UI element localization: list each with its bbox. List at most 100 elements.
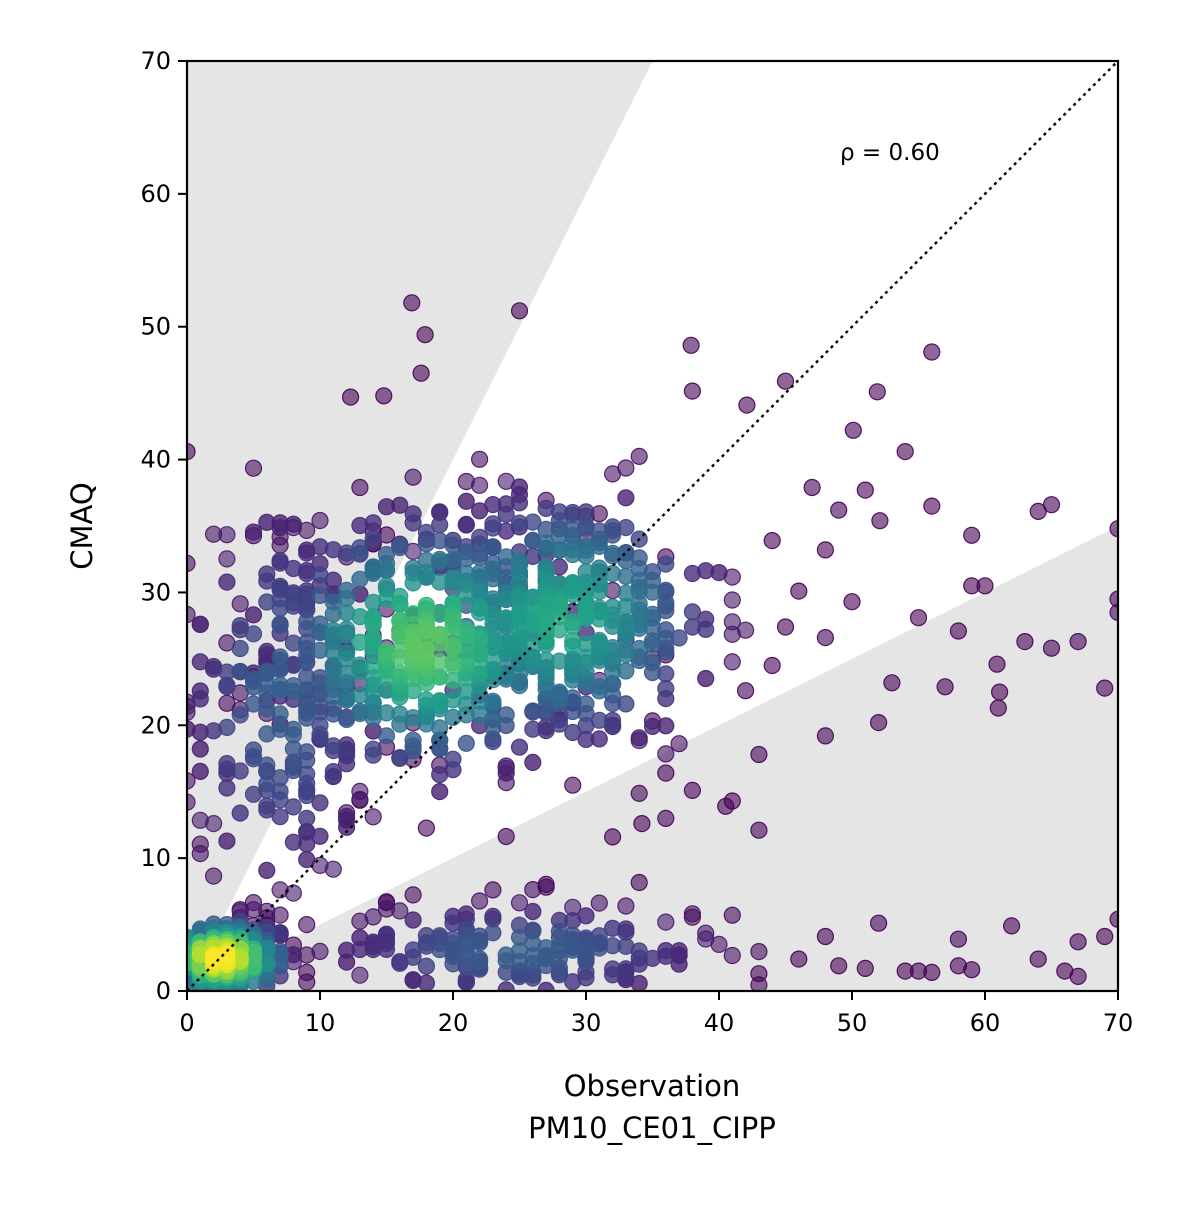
data-point [524, 720, 542, 738]
data-point [457, 586, 475, 604]
data-point [630, 729, 648, 747]
data-point [1069, 967, 1087, 986]
data-point [364, 530, 382, 548]
data-point [750, 942, 768, 961]
data-point [723, 613, 741, 631]
data-point [271, 681, 289, 699]
data-point [923, 963, 941, 982]
data-point [989, 699, 1007, 717]
data-point [404, 886, 422, 904]
y-tick-label: 70 [140, 47, 171, 75]
data-point [763, 531, 781, 550]
data-point [338, 807, 356, 826]
data-point [923, 343, 941, 361]
data-point [816, 927, 835, 946]
data-point [1096, 927, 1114, 946]
data-point [1002, 917, 1021, 935]
y-tick-label: 60 [140, 180, 171, 208]
data-point [471, 604, 489, 622]
data-point [187, 443, 196, 461]
data-point [883, 674, 901, 692]
data-point [417, 819, 435, 837]
data-point [391, 538, 409, 557]
data-point [404, 514, 422, 532]
y-tick-label: 30 [140, 578, 171, 606]
data-point [338, 589, 356, 608]
x-tick-label: 20 [438, 1009, 469, 1037]
data-point [683, 618, 702, 636]
data-point [364, 808, 382, 826]
data-point [830, 957, 848, 975]
data-point [377, 940, 396, 959]
data-point [524, 513, 542, 531]
data-point [657, 809, 675, 828]
data-point [524, 902, 542, 921]
data-point [683, 382, 702, 400]
data-point [750, 745, 768, 764]
data-point [391, 705, 409, 723]
data-point [412, 364, 430, 382]
data-point [271, 906, 289, 924]
data-point [844, 421, 862, 439]
data-point [205, 814, 223, 833]
data-point [187, 605, 196, 624]
data-point [298, 973, 316, 991]
data-point [271, 519, 289, 537]
data-point [258, 861, 276, 880]
data-point [603, 547, 622, 565]
data-point [717, 797, 735, 815]
data-point [231, 595, 249, 613]
data-point [431, 553, 449, 571]
data-point [231, 706, 249, 724]
data-point [1109, 603, 1118, 621]
x-tick-label: 50 [837, 1009, 868, 1037]
data-point [869, 914, 888, 932]
data-point [1069, 632, 1087, 651]
data-point [537, 939, 555, 957]
data-point [191, 615, 209, 633]
data-point [484, 538, 502, 556]
data-point [630, 873, 648, 892]
data-point [271, 616, 289, 634]
data-point [949, 930, 968, 948]
data-point [231, 662, 249, 681]
data-point [657, 679, 675, 698]
data-point [351, 912, 369, 930]
data-point [524, 753, 542, 772]
data-point [271, 720, 289, 739]
y-tick-label: 50 [140, 313, 171, 341]
data-point [311, 566, 329, 584]
data-point [682, 336, 700, 354]
data-point [896, 962, 914, 980]
data-point [564, 723, 582, 742]
data-point [988, 655, 1006, 673]
data-point [364, 514, 382, 532]
data-point [187, 554, 196, 572]
data-point [271, 660, 289, 679]
data-point [258, 756, 276, 774]
x-axis-label-line2: PM10_CE01_CIPP [528, 1111, 776, 1145]
data-point [617, 489, 635, 507]
data-point [1029, 502, 1047, 520]
data-point [351, 782, 369, 801]
data-point [244, 459, 263, 477]
data-point [338, 626, 356, 644]
reference-layer [187, 61, 1118, 991]
data-point [244, 625, 263, 643]
data-point [218, 526, 236, 544]
data-point [497, 505, 515, 523]
data-point [191, 762, 209, 781]
data-point [191, 690, 209, 708]
x-tick-label: 0 [179, 1009, 194, 1037]
data-point [723, 653, 741, 671]
data-point [617, 897, 635, 915]
data-point [830, 501, 848, 519]
data-point [657, 764, 675, 782]
data-point [1109, 910, 1118, 928]
data-point [790, 950, 808, 968]
data-point [444, 750, 462, 768]
data-point [231, 762, 249, 780]
data-point [816, 541, 835, 559]
data-point [417, 691, 435, 709]
